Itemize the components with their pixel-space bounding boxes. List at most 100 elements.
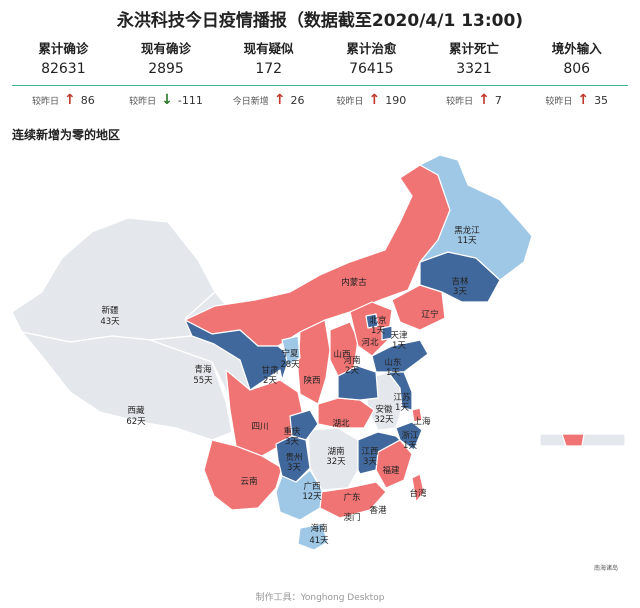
region-label: 新疆 [101, 305, 119, 316]
inset-label: 南海诸岛 [594, 564, 618, 572]
region-chongqing[interactable] [289, 409, 319, 441]
region-zhejiang[interactable] [395, 421, 423, 451]
change-imported: 较昨日 ↑ 35 [525, 90, 628, 110]
region-label: 北京 [369, 315, 386, 326]
region-jiangsu[interactable] [387, 371, 413, 411]
change-suspected: 今日新增 ↑ 26 [217, 90, 320, 110]
region-label: 江苏 [393, 392, 411, 403]
region-henan[interactable] [337, 365, 379, 401]
inset-land-red [561, 433, 585, 447]
region-label: 安徽 [375, 404, 393, 415]
region-shandong[interactable] [371, 339, 429, 373]
region-hainan[interactable] [297, 523, 329, 551]
region-jiangxi[interactable] [357, 431, 401, 475]
region-label: 河南 [343, 355, 360, 366]
region-days: 32天 [374, 415, 394, 425]
change-value: 190 [385, 93, 407, 107]
region-label: 广东 [343, 492, 360, 503]
footer-credit: 制作工具：Yonghong Desktop [255, 593, 385, 603]
region-label: 湖南 [327, 446, 344, 457]
region-label: 贵州 [285, 452, 302, 463]
stat-value: 76415 [349, 61, 394, 77]
region-days: 3天 [363, 457, 377, 467]
stat-cured: 累计治愈 76415 [320, 40, 423, 85]
region-days: 1天 [386, 368, 400, 378]
region-guizhou[interactable] [275, 435, 311, 483]
region-label: 海南 [310, 523, 327, 534]
region-gansu[interactable] [184, 319, 291, 391]
change-value: 35 [594, 93, 609, 107]
region-days: 3天 [285, 437, 299, 447]
region-days: 11天 [457, 236, 477, 246]
region-label: 香港 [369, 505, 387, 516]
region-days: 32天 [326, 457, 346, 467]
region-days: 2天 [263, 376, 277, 386]
stat-suspected: 现有疑似 172 [217, 40, 320, 85]
region-guangdong[interactable] [319, 481, 387, 519]
change-confirmed: 较昨日 ↑ 86 [12, 90, 115, 110]
arrow-up-icon: ↑ [478, 92, 490, 108]
stat-label: 累计确诊 [38, 41, 89, 56]
region-heilongjiang[interactable] [419, 154, 533, 281]
stat-value: 3321 [456, 61, 492, 77]
south-china-sea-inset [540, 434, 625, 574]
region-days: 62天 [126, 417, 146, 427]
region-label: 青海 [194, 364, 212, 375]
stat-value: 2895 [148, 61, 184, 77]
region-label: 甘肃 [261, 365, 279, 376]
region-label: 宁夏 [281, 348, 299, 359]
region-days: 1天 [403, 441, 417, 451]
region-yunnan[interactable] [203, 439, 283, 511]
region-days: 1天 [371, 326, 385, 336]
change-value: -111 [177, 93, 203, 107]
region-days: 2天 [345, 366, 359, 376]
region-label: 四川 [251, 422, 268, 432]
stat-value: 172 [255, 61, 283, 77]
region-ningxia[interactable] [281, 335, 301, 367]
region-label: 湖北 [332, 419, 350, 429]
region-days: 1天 [395, 403, 409, 413]
stat-value: 82631 [41, 61, 86, 77]
region-tianjin[interactable] [381, 325, 393, 341]
region-label: 辽宁 [421, 309, 438, 320]
region-taiwan[interactable] [411, 473, 425, 503]
section-title: 连续新增为零的地区 [12, 128, 121, 142]
region-shaanxi[interactable] [297, 319, 331, 405]
region-label: 江西 [361, 447, 378, 457]
stat-value: 806 [563, 61, 591, 77]
arrow-up-icon: ↑ [368, 92, 381, 108]
stat-confirmed: 累计确诊 82631 [12, 40, 115, 85]
region-label: 陕西 [303, 375, 320, 386]
arrow-up-icon: ↑ [63, 92, 76, 108]
change-label: 较昨日 [446, 96, 474, 107]
region-label: 内蒙古 [341, 277, 367, 288]
arrow-down-icon: ↓ [161, 92, 173, 108]
region-label: 福建 [382, 465, 400, 476]
region-days: 28天 [280, 360, 300, 370]
change-value: 86 [80, 93, 95, 107]
change-value: 26 [290, 93, 305, 107]
region-label: 山西 [333, 349, 350, 360]
stats-row: 累计确诊 82631 现有确诊 2895 现有疑似 172 累计治愈 76415… [12, 40, 628, 86]
region-days: 3天 [287, 463, 301, 473]
region-label: 山东 [384, 357, 401, 368]
region-xizang[interactable] [21, 331, 233, 441]
region-label: 天津 [390, 330, 408, 341]
region-days: 43天 [100, 317, 120, 327]
region-guangxi[interactable] [275, 469, 323, 521]
region-shanghai[interactable] [411, 407, 423, 423]
change-label: 较昨日 [545, 96, 573, 107]
region-label: 浙江 [401, 430, 419, 441]
change-current: 较昨日 ↓ -111 [115, 90, 218, 110]
region-hebei[interactable] [349, 301, 393, 357]
region-hunan[interactable] [307, 427, 359, 491]
stat-label: 累计治愈 [346, 41, 397, 56]
stat-label: 境外输入 [551, 41, 602, 56]
stat-label: 现有确诊 [141, 41, 192, 56]
change-cured: 较昨日 ↑ 190 [320, 90, 423, 110]
region-label: 重庆 [283, 426, 301, 437]
stat-deaths: 累计死亡 3321 [423, 40, 526, 85]
region-beijing[interactable] [365, 313, 379, 329]
stat-current: 现有确诊 2895 [115, 40, 218, 85]
region-label: 澳门 [343, 512, 360, 523]
